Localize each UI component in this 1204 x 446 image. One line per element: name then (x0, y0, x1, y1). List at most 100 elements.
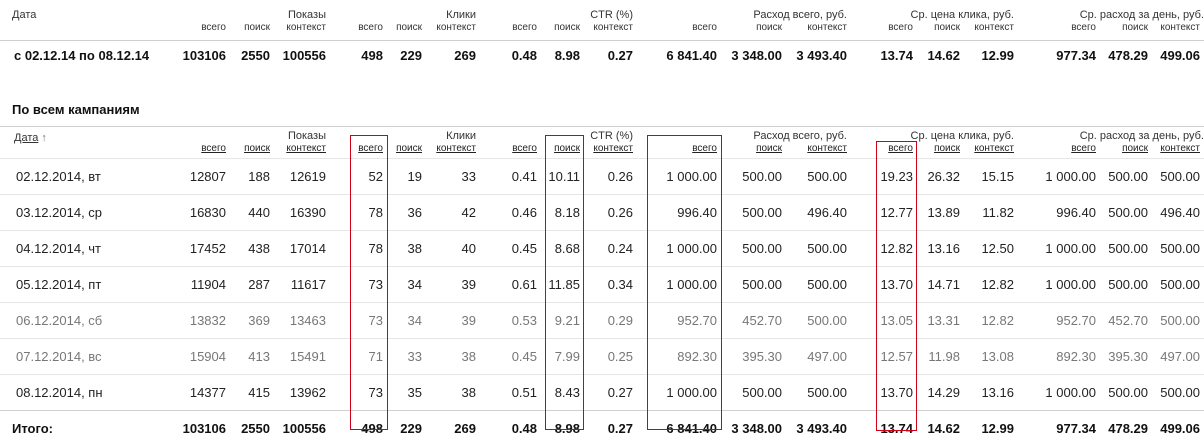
daily-search-header[interactable]: поиск (1122, 143, 1148, 154)
cell-date: 04.12.2014, чт (16, 241, 102, 256)
summary-cpc-search-header: поиск (934, 22, 960, 33)
cell-ctr-search: 11.85 (548, 277, 580, 292)
cell-cpc-context: 11.82 (982, 205, 1014, 220)
cpc-all-header[interactable]: всего (888, 143, 913, 154)
cpc-context-header[interactable]: контекст (974, 143, 1014, 154)
table-row: 06.12.2014, сб 13832 369 13463 73 34 39 0.53 9.2… (0, 302, 1204, 338)
cell-ctr-all: 0.53 (511, 313, 537, 328)
cell-ctr-context: 0.25 (607, 349, 633, 364)
cell-date: с 02.12.14 по 08.12.14 (14, 48, 150, 63)
cell-ctr-search: 9.21 (554, 313, 580, 328)
summary-cpc-group: Ср. цена клика, руб. (910, 9, 1014, 21)
cell-shows-search: 440 (248, 205, 270, 220)
daily-all-header[interactable]: всего (1071, 143, 1096, 154)
cell-clicks-search: 36 (407, 205, 422, 220)
cell-cpc-context: 13.08 (981, 349, 1014, 364)
cell-spend-search: 395.30 (742, 349, 782, 364)
cell-spend-context: 3 493.40 (796, 421, 847, 436)
cell-clicks-context: 33 (461, 169, 476, 184)
cell-clicks-context: 40 (461, 241, 476, 256)
date-sort-header[interactable]: Дата ↑ (14, 133, 47, 144)
cell-daily-context: 500.00 (1160, 277, 1200, 292)
summary-clicks-context-header: контекст (436, 22, 476, 33)
table-row: 05.12.2014, пт 11904 287 11617 73 34 39 0.61 11.… (0, 266, 1204, 302)
cell-spend-search: 3 348.00 (731, 421, 782, 436)
cell-daily-context: 497.00 (1160, 349, 1200, 364)
clicks-search-header[interactable]: поиск (396, 143, 422, 154)
shows-context-header[interactable]: контекст (286, 143, 326, 154)
cell-shows-context: 15491 (289, 349, 326, 364)
cell-spend-search: 452.70 (742, 313, 782, 328)
shows-all-header[interactable]: всего (201, 143, 226, 154)
cell-cpc-context: 12.82 (981, 313, 1014, 328)
cell-cpc-all: 13.05 (880, 313, 913, 328)
clicks-context-header[interactable]: контекст (436, 143, 476, 154)
cell-cpc-all: 12.82 (880, 241, 913, 256)
ctr-context-header[interactable]: контекст (593, 143, 633, 154)
spend-context-header[interactable]: контекст (807, 143, 847, 154)
cell-cpc-all: 13.70 (880, 277, 913, 292)
cell-clicks-all: 498 (361, 48, 383, 63)
cell-spend-search: 500.00 (742, 169, 782, 184)
cell-daily-search: 500.00 (1108, 205, 1148, 220)
cell-daily-all: 977.34 (1056, 421, 1096, 436)
table-row: 03.12.2014, ср 16830 440 16390 78 36 42 0.46 8.1… (0, 194, 1204, 230)
daily-group-header: Ср. расход за день, руб. (1079, 130, 1204, 142)
daily-context-header[interactable]: контекст (1160, 143, 1200, 154)
cell-shows-context: 13962 (289, 385, 326, 400)
cell-spend-all: 952.70 (677, 313, 717, 328)
table-row: 04.12.2014, чт 17452 438 17014 78 38 40 0.45 8.6… (0, 230, 1204, 266)
cell-cpc-search: 14.29 (927, 385, 960, 400)
cell-daily-all: 977.34 (1056, 48, 1096, 63)
shows-search-header[interactable]: поиск (244, 143, 270, 154)
cell-clicks-all: 78 (368, 241, 383, 256)
cell-shows-all: 11904 (190, 277, 226, 292)
cell-clicks-context: 269 (454, 421, 476, 436)
cell-ctr-search: 8.18 (554, 205, 580, 220)
cell-ctr-all: 0.48 (511, 421, 537, 436)
sort-arrow-icon: ↑ (41, 132, 47, 144)
clicks-all-header[interactable]: всего (358, 143, 383, 154)
cell-ctr-search: 10.11 (548, 169, 580, 184)
summary-cpc-all-header: всего (888, 22, 913, 33)
campaigns-table-header: Дата ↑ всего поиск Показы контекст всего… (0, 126, 1204, 158)
cell-ctr-search: 8.98 (554, 421, 580, 436)
summary-ctr-context-header: контекст (593, 22, 633, 33)
cell-cpc-all: 12.57 (880, 349, 913, 364)
cell-shows-all: 103106 (182, 48, 226, 63)
cell-clicks-search: 229 (400, 48, 422, 63)
cpc-search-header[interactable]: поиск (934, 143, 960, 154)
shows-group-header: Показы (287, 130, 326, 142)
spend-search-header[interactable]: поиск (756, 143, 782, 154)
cell-cpc-search: 14.62 (927, 48, 960, 63)
summary-spend-group: Расход всего, руб. (753, 9, 847, 21)
cell-spend-search: 500.00 (742, 385, 782, 400)
cell-shows-all: 12807 (189, 169, 226, 184)
cell-daily-context: 496.40 (1160, 205, 1200, 220)
cell-ctr-context: 0.29 (607, 313, 633, 328)
cell-shows-search: 415 (248, 385, 270, 400)
cell-cpc-search: 13.31 (927, 313, 960, 328)
table-row: 07.12.2014, вс 15904 413 15491 71 33 38 0.45 7.9… (0, 338, 1204, 374)
section-title: По всем кампаниям (12, 102, 140, 117)
ctr-search-header[interactable]: поиск (554, 143, 580, 154)
cell-clicks-all: 73 (368, 277, 383, 292)
cell-spend-context: 500.00 (807, 169, 847, 184)
cell-date: 02.12.2014, вт (16, 169, 101, 184)
cell-daily-all: 1 000.00 (1045, 169, 1096, 184)
cell-daily-search: 500.00 (1108, 385, 1148, 400)
summary-daily-search-header: поиск (1122, 22, 1148, 33)
cell-spend-all: 1 000.00 (666, 241, 717, 256)
cell-ctr-all: 0.48 (511, 48, 537, 63)
cell-clicks-all: 71 (368, 349, 383, 364)
cell-ctr-search: 8.68 (554, 241, 580, 256)
cell-clicks-all: 52 (368, 169, 383, 184)
cell-daily-context: 499.06 (1160, 48, 1200, 63)
cell-cpc-search: 26.32 (927, 169, 960, 184)
cell-ctr-search: 8.98 (554, 48, 580, 63)
spend-all-header[interactable]: всего (692, 143, 717, 154)
cell-cpc-context: 12.99 (981, 421, 1014, 436)
cell-spend-all: 892.30 (677, 349, 717, 364)
cell-shows-search: 2550 (241, 421, 270, 436)
ctr-all-header[interactable]: всего (512, 143, 537, 154)
